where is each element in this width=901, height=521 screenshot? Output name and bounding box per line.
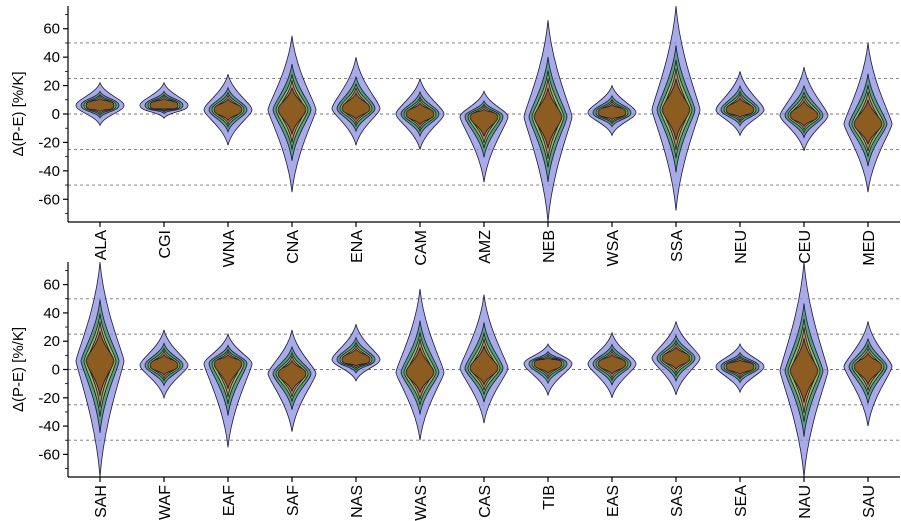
region-label-WNA: WNA xyxy=(221,230,238,268)
violin-EAS-layer-5 xyxy=(597,353,627,375)
y-tick-label: 20 xyxy=(43,333,60,350)
region-label-TIB: TIB xyxy=(541,485,558,510)
violin-EAF xyxy=(203,332,253,448)
y-tick-label: 20 xyxy=(43,78,60,95)
violin-CEU xyxy=(779,67,829,152)
violin-ENA-layer-5 xyxy=(341,91,371,121)
violin-SAF-layer-5 xyxy=(277,359,307,393)
violin-SAU xyxy=(843,321,893,427)
y-tick-label: 0 xyxy=(52,362,60,379)
region-label-ENA: ENA xyxy=(349,230,366,263)
region-label-CAS: CAS xyxy=(477,485,494,518)
y-axis-title: Δ(P-E) [%/K] xyxy=(10,71,27,156)
violin-NEU-layer-5 xyxy=(725,97,755,119)
region-label-CAM: CAM xyxy=(413,230,430,266)
violin-NEB xyxy=(523,20,573,223)
violin-NAU-layer-5 xyxy=(789,338,819,403)
y-tick-label: -40 xyxy=(38,163,60,180)
violin-SEA xyxy=(715,342,765,394)
region-label-NAU: NAU xyxy=(797,485,814,519)
top-panel: -60 -40 -20 0 20 40 60 ALA CGI WNA CNA ENA CAM AMZ NEB… xyxy=(10,5,900,268)
violin-MED xyxy=(843,42,893,193)
violin-NEU xyxy=(715,71,765,137)
violin-NAS xyxy=(331,324,381,382)
y-tick-label: -20 xyxy=(38,390,60,407)
violin-SAS-layer-5 xyxy=(661,346,691,371)
violin-CNA xyxy=(267,35,317,193)
violin-CAM-layer-5 xyxy=(405,102,435,126)
y-tick-label: 60 xyxy=(43,21,60,38)
region-label-MED: MED xyxy=(861,230,878,266)
region-label-NEB: NEB xyxy=(541,230,558,263)
violin-SEA-layer-5 xyxy=(725,359,755,376)
violin-CAM xyxy=(395,78,445,150)
violin-SSA-layer-5 xyxy=(661,78,691,141)
violin-TIB-layer-5 xyxy=(533,357,563,375)
violin-SSA xyxy=(651,5,701,211)
region-label-WSA: WSA xyxy=(605,230,622,267)
violin-WSA-layer-5 xyxy=(597,103,627,121)
y-tick-label: -60 xyxy=(38,191,60,208)
region-label-ALA: ALA xyxy=(93,230,110,261)
region-label-NAS: NAS xyxy=(349,485,366,518)
region-label-EAS: EAS xyxy=(605,485,622,517)
region-label-WAF: WAF xyxy=(157,485,174,520)
violin-ALA-layer-5 xyxy=(85,97,115,113)
region-label-SAF: SAF xyxy=(285,485,302,516)
region-label-WAS: WAS xyxy=(413,485,430,521)
violin-SAH-layer-5 xyxy=(85,331,115,396)
violin-WAF-layer-5 xyxy=(149,353,179,376)
violin-CNA-layer-5 xyxy=(277,87,307,135)
y-tick-label: 0 xyxy=(52,106,60,123)
violin-CEU-layer-5 xyxy=(789,99,819,128)
violin-CAS-layer-5 xyxy=(469,345,499,387)
violin-WNA-layer-5 xyxy=(213,98,243,122)
y-tick-label: 40 xyxy=(43,49,60,66)
y-tick-label: -20 xyxy=(38,134,60,151)
violin-WSA xyxy=(587,84,637,137)
region-label-NEU: NEU xyxy=(733,230,750,264)
violin-CAS xyxy=(459,294,509,424)
violin-EAF-layer-5 xyxy=(213,354,243,389)
violin-SAF xyxy=(267,329,317,432)
violin-AMZ xyxy=(459,90,509,183)
region-label-SSA: SSA xyxy=(669,230,686,262)
violin-ALA xyxy=(75,81,125,127)
violin-CGI-layer-5 xyxy=(149,97,179,110)
violin-CGI xyxy=(139,81,189,119)
y-tick-label: -40 xyxy=(38,418,60,435)
y-tick-label: 60 xyxy=(43,277,60,294)
region-label-SAU: SAU xyxy=(861,485,878,518)
violin-NEB-layer-5 xyxy=(533,87,563,149)
violin-SAU-layer-5 xyxy=(853,351,883,386)
violin-NAS-layer-5 xyxy=(341,348,371,367)
region-label-SAH: SAH xyxy=(93,485,110,518)
region-label-AMZ: AMZ xyxy=(477,230,494,264)
y-tick-label: -60 xyxy=(38,446,60,463)
region-label-CGI: CGI xyxy=(157,230,174,258)
region-label-SAS: SAS xyxy=(669,485,686,517)
violin-NAU xyxy=(779,261,829,478)
bottom-panel: -60 -40 -20 0 20 40 60 SAH WAF EAF SAF NAS WAS CAS TIB… xyxy=(10,261,900,521)
violin-WAF xyxy=(139,329,189,400)
region-label-SEA: SEA xyxy=(733,485,750,517)
region-label-EAF: EAF xyxy=(221,485,238,516)
region-label-CNA: CNA xyxy=(285,230,302,264)
y-axis-title: Δ(P-E) [%/K] xyxy=(10,327,27,412)
violin-SAH xyxy=(75,261,125,478)
violin-MED-layer-5 xyxy=(853,99,883,145)
violin-WAS xyxy=(395,288,445,441)
violin-EAS xyxy=(587,331,637,398)
violin-ENA xyxy=(331,57,381,146)
y-tick-label: 40 xyxy=(43,305,60,322)
region-label-CEU: CEU xyxy=(797,230,814,264)
violin-SAS xyxy=(651,321,701,396)
violin-AMZ-layer-5 xyxy=(469,108,499,137)
violin-WAS-layer-5 xyxy=(405,347,435,393)
violin-TIB xyxy=(523,343,573,397)
violin-WNA xyxy=(203,74,253,146)
